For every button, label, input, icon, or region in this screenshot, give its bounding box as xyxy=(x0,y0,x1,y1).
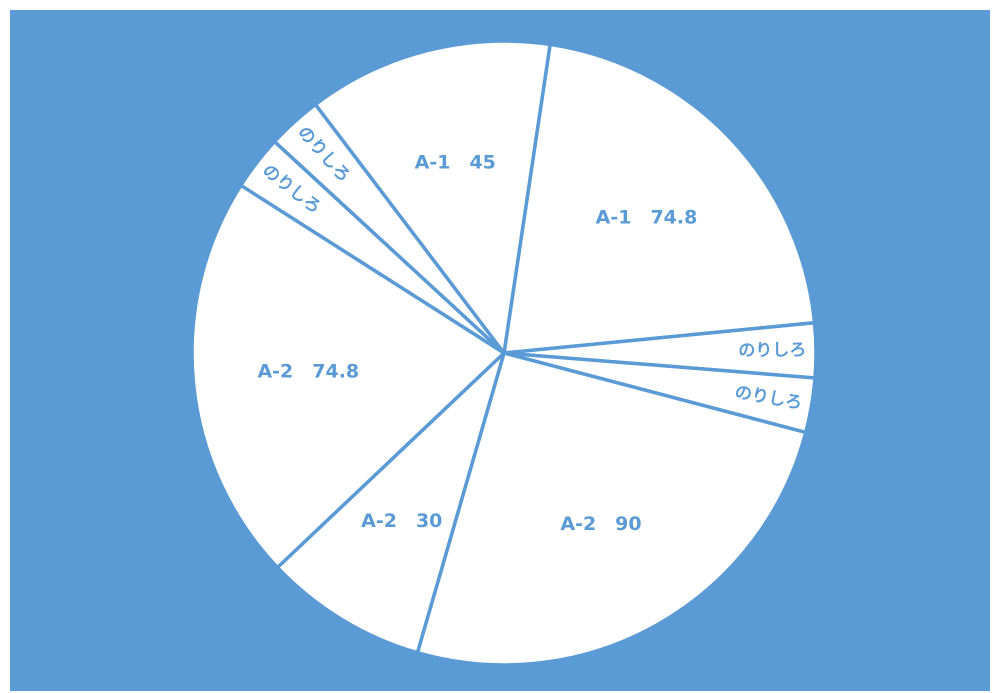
pie-slice xyxy=(313,39,552,355)
pie-slice xyxy=(190,183,506,570)
slice-label: A-1 74.8 xyxy=(596,207,698,229)
chart-area: A-1 74.8 のりしろ のりしろ A-2 90 A-2 30 A-2 74.8 のりしろ… xyxy=(10,10,990,691)
pie-slice xyxy=(275,351,506,655)
slice-label: A-2 30 xyxy=(361,510,442,532)
pie-slice xyxy=(502,42,817,355)
pie-slices xyxy=(190,39,818,667)
slice-label: A-1 45 xyxy=(415,152,496,174)
pie-slice xyxy=(415,351,808,667)
slice-label: A-2 74.8 xyxy=(257,361,359,383)
slice-label: のりしろ xyxy=(738,340,806,361)
slice-label: A-2 90 xyxy=(560,513,641,535)
